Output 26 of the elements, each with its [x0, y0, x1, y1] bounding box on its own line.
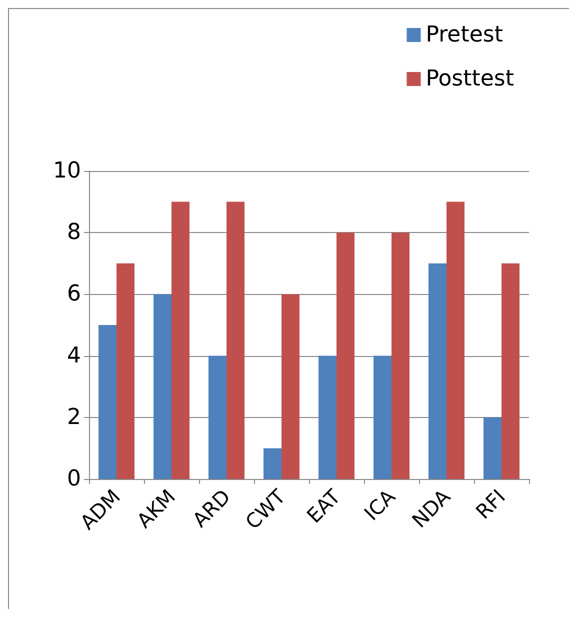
bar [116, 263, 134, 479]
bar [226, 202, 244, 479]
bar [502, 263, 520, 479]
y-tick-label: 2 [67, 404, 81, 430]
bar [446, 202, 464, 479]
bar [428, 263, 446, 479]
y-tick-label: 6 [67, 282, 81, 307]
y-tick-label: 4 [67, 343, 81, 368]
bar [374, 356, 392, 479]
bar [392, 232, 410, 479]
bar [98, 325, 116, 479]
bar [154, 294, 172, 479]
x-tick-label: ICA [359, 484, 400, 526]
bar [484, 417, 502, 479]
bar [264, 448, 282, 479]
legend-label: Posttest [426, 66, 514, 92]
y-tick-label: 8 [67, 220, 81, 246]
bar [282, 294, 300, 479]
bar [336, 232, 354, 479]
y-tick-label: 10 [53, 158, 81, 184]
y-tick-label: 0 [67, 466, 81, 492]
bar [208, 356, 226, 479]
bar [172, 202, 190, 479]
bar [318, 356, 336, 479]
legend-label: Pretest [426, 22, 504, 48]
x-tick-label: RFI [470, 484, 510, 524]
